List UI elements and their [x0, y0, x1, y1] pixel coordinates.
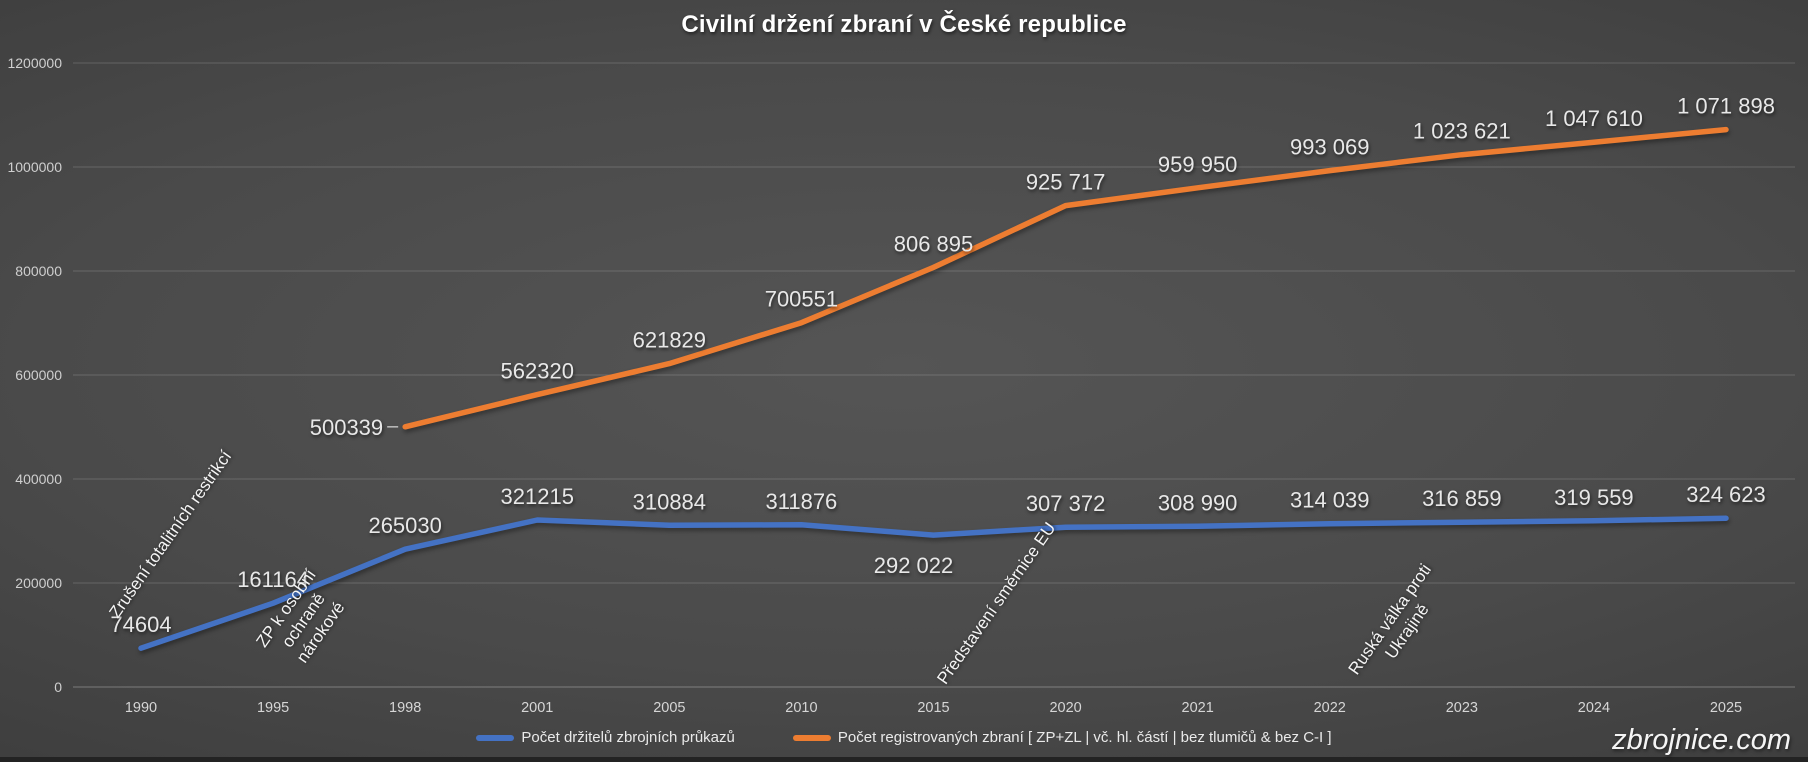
x-tick-label: 1990 — [125, 700, 157, 716]
data-label: 316 859 — [1422, 486, 1502, 511]
data-label: 562320 — [501, 359, 574, 384]
data-label: 925 717 — [1026, 170, 1106, 195]
chart-title: Civilní držení zbraní v České republice — [681, 11, 1127, 38]
y-tick-label: 1200000 — [7, 55, 62, 71]
x-tick-label: 2005 — [653, 700, 685, 716]
y-tick-label: 800000 — [15, 263, 62, 279]
data-label: 307 372 — [1026, 491, 1106, 516]
legend-swatch-orange — [792, 734, 831, 741]
x-tick-label: 2020 — [1049, 700, 1081, 716]
data-label: 500339 — [310, 415, 383, 440]
data-label: 1 071 898 — [1677, 94, 1775, 119]
legend-swatch-blue — [476, 734, 515, 741]
x-tick-label: 2023 — [1446, 700, 1478, 716]
data-label: 1 023 621 — [1413, 119, 1511, 144]
annotation-text: Představení směrnice EU — [933, 519, 1059, 688]
x-tick-label: 2025 — [1710, 700, 1742, 716]
data-label: 310884 — [633, 489, 706, 514]
bottom-edge-strip — [0, 757, 1808, 762]
legend-label-license-holders: Počet držitelů zbrojních průkazů — [521, 729, 735, 746]
data-label: 161164 — [237, 567, 309, 592]
x-tick-label: 2022 — [1314, 700, 1346, 716]
y-tick-label: 200000 — [15, 575, 62, 591]
data-label: 265030 — [368, 513, 441, 538]
data-label: 321215 — [501, 484, 574, 509]
x-tick-label: 1998 — [389, 700, 421, 716]
series-line-1 — [402, 126, 1729, 430]
x-tick-label: 2021 — [1182, 700, 1214, 716]
data-label: 621829 — [633, 328, 706, 353]
data-label: 700551 — [765, 287, 838, 312]
y-tick-label: 1000000 — [7, 159, 62, 175]
chart-legend: Počet držitelů zbrojních průkazů Počet r… — [0, 729, 1808, 746]
data-label: 993 069 — [1290, 135, 1370, 160]
x-tick-label: 1995 — [257, 700, 289, 716]
y-tick-label: 400000 — [15, 471, 62, 487]
x-tick-label: 2001 — [521, 700, 553, 716]
annotation-text: Ruská válka protiUkrajině — [1345, 560, 1453, 690]
legend-item-license-holders: Počet držitelů zbrojních průkazů — [476, 729, 735, 746]
data-label: 806 895 — [894, 231, 974, 256]
data-label: 319 559 — [1554, 485, 1634, 510]
data-label: 324 623 — [1686, 482, 1766, 507]
x-tick-label: 2010 — [785, 700, 817, 716]
data-label: 292 022 — [874, 553, 954, 578]
x-tick-label: 2015 — [917, 700, 949, 716]
data-label: 1 047 610 — [1545, 106, 1643, 131]
data-label: 308 990 — [1158, 490, 1238, 515]
data-label: 74604 — [110, 612, 171, 637]
y-tick-label: 600000 — [15, 367, 62, 383]
legend-label-registered-guns: Počet registrovaných zbraní [ ZP+ZL | vč… — [837, 729, 1332, 746]
x-tick-label: 2024 — [1578, 700, 1610, 716]
watermark: zbrojnice.com — [1612, 724, 1791, 756]
annotation-text: Zrušení totalitních restrikcí — [105, 447, 235, 621]
series-line-0 — [138, 515, 1729, 651]
data-label: 959 950 — [1158, 152, 1238, 177]
data-label: 314 039 — [1290, 488, 1370, 513]
y-tick-label: 0 — [54, 679, 62, 695]
data-label: 311876 — [766, 489, 838, 514]
legend-item-registered-guns: Počet registrovaných zbraní [ ZP+ZL | vč… — [792, 729, 1332, 746]
